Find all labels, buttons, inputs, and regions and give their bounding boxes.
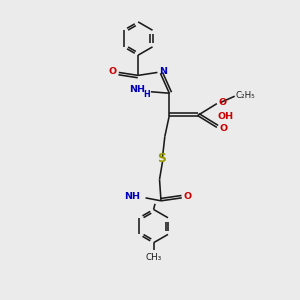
Text: O: O bbox=[109, 67, 117, 76]
Text: H: H bbox=[143, 90, 150, 99]
Text: O: O bbox=[184, 193, 192, 202]
Text: NH: NH bbox=[124, 193, 140, 202]
Text: O: O bbox=[219, 124, 227, 134]
Text: S: S bbox=[157, 152, 166, 165]
Text: CH₃: CH₃ bbox=[146, 253, 162, 262]
Text: OH: OH bbox=[218, 112, 234, 121]
Text: NH: NH bbox=[130, 85, 146, 94]
Text: N: N bbox=[160, 67, 167, 76]
Text: C₂H₅: C₂H₅ bbox=[236, 91, 256, 100]
Text: O: O bbox=[219, 98, 227, 107]
